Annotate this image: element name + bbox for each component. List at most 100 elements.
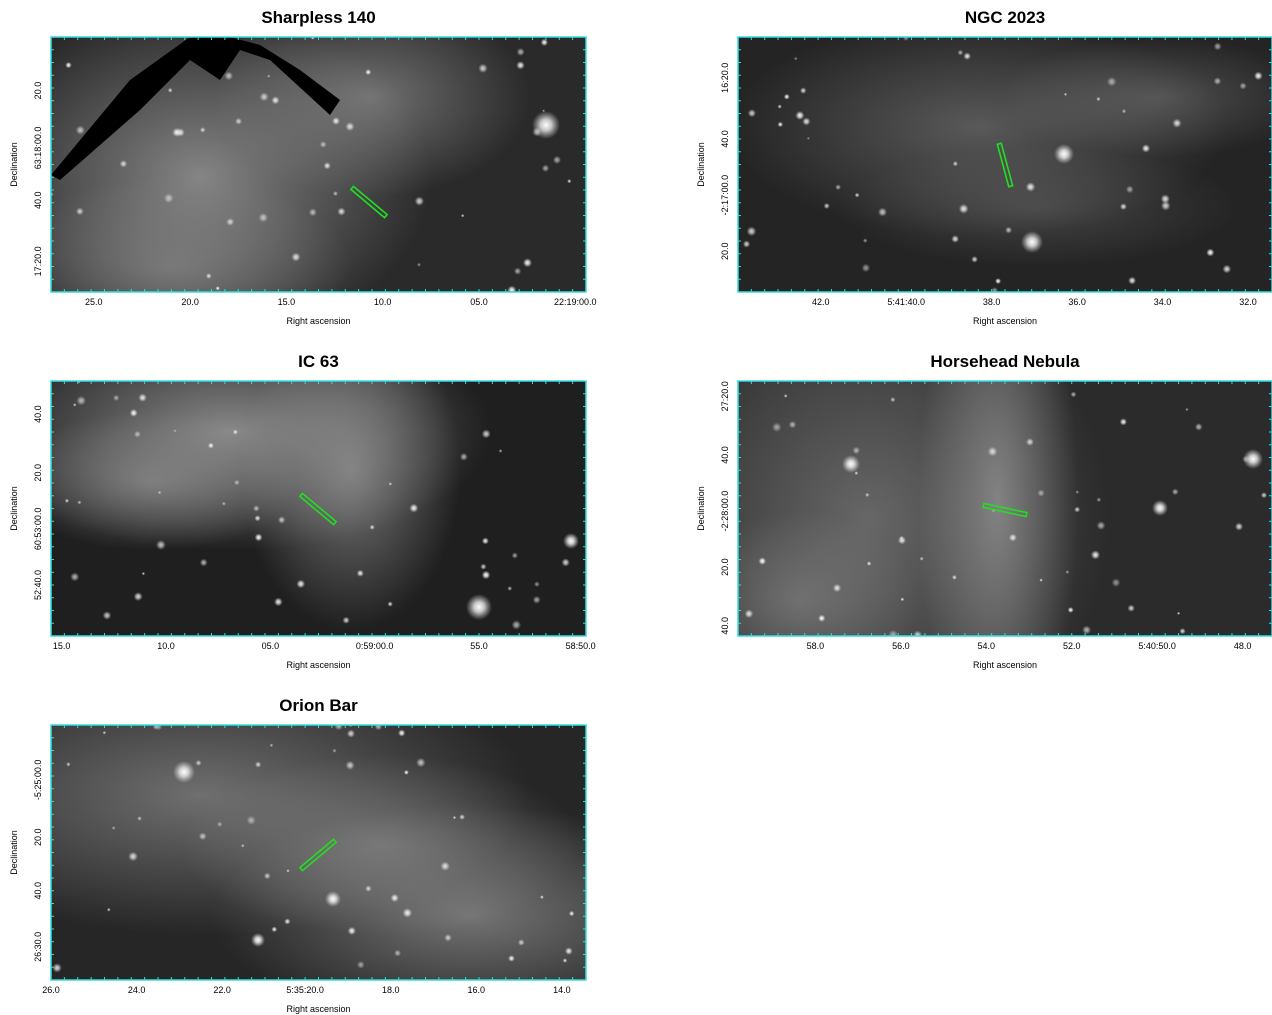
star xyxy=(800,87,807,94)
star xyxy=(1071,392,1077,398)
star xyxy=(507,586,512,591)
star xyxy=(332,117,340,125)
star xyxy=(1261,492,1267,498)
star xyxy=(65,499,69,503)
star xyxy=(416,758,426,768)
x-tick-label: 58:50.0 xyxy=(566,641,596,651)
star xyxy=(1177,612,1180,615)
x-tick-label: 48.0 xyxy=(1234,641,1252,651)
star xyxy=(1126,185,1134,193)
star xyxy=(278,516,286,524)
star xyxy=(1064,93,1067,96)
y-tick-label: 63:18:00.0 xyxy=(33,127,43,170)
star xyxy=(113,395,119,401)
y-tick-label: -2:28:00.0 xyxy=(720,491,730,532)
star xyxy=(246,816,255,825)
star xyxy=(1222,265,1231,274)
star xyxy=(255,761,261,767)
star xyxy=(482,537,489,544)
star xyxy=(274,598,283,607)
y-tick-label: 20.0 xyxy=(720,558,730,576)
star xyxy=(264,873,271,880)
star xyxy=(748,109,756,117)
star xyxy=(342,617,349,624)
x-tick-label: 32.0 xyxy=(1239,297,1257,307)
panel-title: IC 63 xyxy=(298,352,339,371)
star xyxy=(1172,488,1179,495)
star xyxy=(73,403,76,406)
star xyxy=(76,207,84,215)
star xyxy=(461,214,464,217)
star xyxy=(865,493,869,497)
star xyxy=(1096,97,1100,101)
star xyxy=(70,572,79,581)
panel-title: Horsehead Nebula xyxy=(930,352,1080,371)
nebula xyxy=(918,231,1078,771)
star xyxy=(208,442,214,448)
star xyxy=(130,409,138,417)
x-tick-label: 24.0 xyxy=(128,985,146,995)
star xyxy=(320,141,327,148)
star xyxy=(409,504,418,513)
star xyxy=(271,96,279,104)
star xyxy=(1254,72,1263,81)
star xyxy=(348,927,356,935)
y-axis-label: Declination xyxy=(9,142,19,187)
panel-title: Sharpless 140 xyxy=(261,8,375,27)
star xyxy=(778,104,782,108)
star xyxy=(200,127,206,133)
star xyxy=(333,191,338,196)
y-tick-label: 20.0 xyxy=(33,82,43,100)
bright-star xyxy=(251,933,265,947)
star xyxy=(523,258,532,267)
star xyxy=(957,50,963,56)
x-tick-label: 15.0 xyxy=(278,297,296,307)
star xyxy=(789,421,797,429)
x-tick-label: 05.0 xyxy=(262,641,280,651)
star xyxy=(332,749,336,753)
panel: Orion Bar26.024.022.05:35:20.018.016.014… xyxy=(0,655,731,1015)
star xyxy=(253,505,260,512)
star xyxy=(120,160,128,168)
star xyxy=(900,597,904,601)
star xyxy=(217,821,223,827)
star xyxy=(1195,423,1203,431)
star xyxy=(1091,550,1100,559)
bright-star xyxy=(842,455,860,473)
star xyxy=(867,561,872,566)
star xyxy=(920,557,924,561)
star xyxy=(565,947,573,955)
x-axis-label: Right ascension xyxy=(973,316,1037,326)
star xyxy=(508,955,515,962)
star xyxy=(224,71,233,80)
star xyxy=(1120,203,1127,210)
star xyxy=(267,74,271,78)
star xyxy=(888,630,898,640)
bright-star xyxy=(1021,231,1043,253)
star xyxy=(540,895,544,899)
star xyxy=(778,122,784,128)
star xyxy=(1074,507,1080,513)
star xyxy=(852,447,860,455)
star xyxy=(286,869,289,872)
star xyxy=(561,558,569,566)
star xyxy=(862,264,871,273)
x-axis-label: Right ascension xyxy=(286,660,350,670)
bright-star xyxy=(1243,449,1263,469)
star xyxy=(553,156,561,164)
star xyxy=(255,533,263,541)
star xyxy=(1039,578,1042,581)
star xyxy=(1107,77,1117,87)
star xyxy=(394,950,401,957)
star xyxy=(271,926,277,932)
star xyxy=(404,770,409,775)
star xyxy=(415,196,424,205)
star xyxy=(1112,578,1121,587)
star xyxy=(77,500,81,504)
nebula xyxy=(181,755,581,935)
star xyxy=(855,193,860,198)
x-tick-label: 25.0 xyxy=(85,297,103,307)
